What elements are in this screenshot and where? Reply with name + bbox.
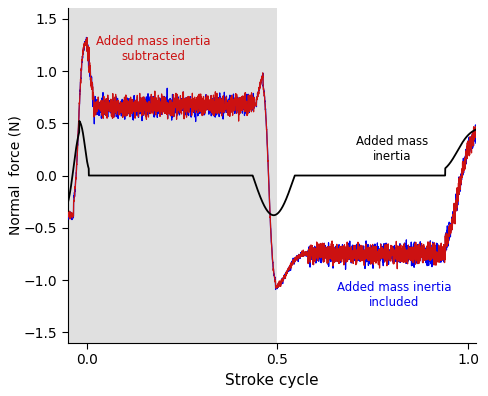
Text: Added mass inertia
subtracted: Added mass inertia subtracted [96,35,211,63]
Text: Added mass
inertia: Added mass inertia [356,135,428,163]
Bar [68,8,278,343]
Y-axis label: Normal  force (N): Normal force (N) [8,116,22,236]
X-axis label: Stroke cycle: Stroke cycle [225,373,319,388]
Text: Added mass inertia
included: Added mass inertia included [337,281,451,309]
